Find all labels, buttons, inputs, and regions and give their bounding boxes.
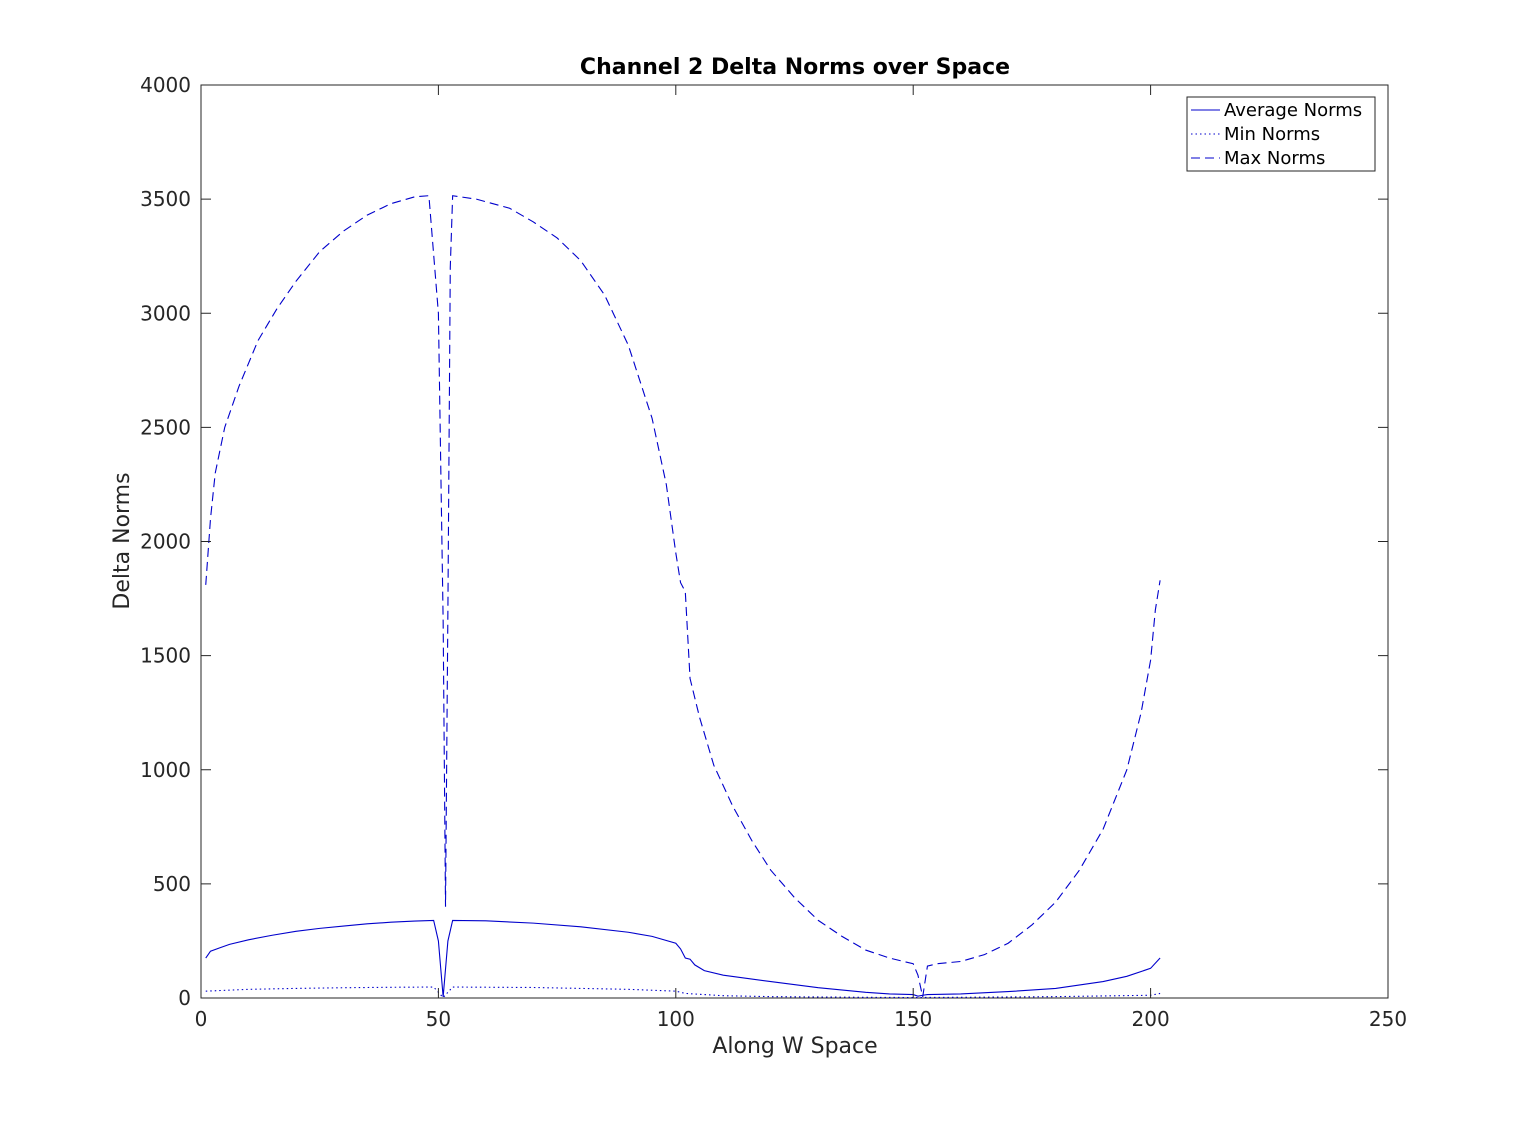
legend: Average Norms Min Norms Max Norms: [1186, 96, 1376, 172]
series-line-dashed: [205, 195, 1161, 997]
y-tick-label: 2500: [140, 415, 191, 439]
x-tick-label: 200: [1132, 1007, 1170, 1031]
x-tick-label: 100: [657, 1007, 695, 1031]
y-tick-label: 500: [153, 872, 191, 896]
x-tick-label: 150: [894, 1007, 932, 1031]
y-tick-label: 1500: [140, 644, 191, 668]
x-tick-label: 0: [195, 1007, 208, 1031]
chart-title: Channel 2 Delta Norms over Space: [580, 55, 1010, 80]
series-line-solid: [205, 919, 1161, 997]
y-tick-label: 4000: [140, 73, 191, 97]
legend-label: Average Norms: [1224, 100, 1362, 121]
plot-area: [200, 84, 1389, 999]
y-tick-label: 1000: [140, 758, 191, 782]
x-tick-label: 250: [1369, 1007, 1407, 1031]
x-axis-label: Along W Space: [712, 1034, 877, 1059]
axes-box: [200, 84, 1389, 999]
y-tick-label: 0: [178, 986, 191, 1010]
y-tick-label: 3000: [140, 301, 191, 325]
y-tick-label: 2000: [140, 530, 191, 554]
ticks-layer: 0 50 100 150 200 2500500100015002000250030003…: [140, 73, 1407, 1031]
legend-label: Max Norms: [1224, 148, 1325, 169]
series-layer: [205, 195, 1161, 999]
legend-label: Min Norms: [1224, 124, 1320, 145]
series-line-dotted: [205, 986, 1161, 999]
y-axis-label: Delta Norms: [110, 472, 135, 609]
y-tick-label: 3500: [140, 187, 191, 211]
x-tick-label: 50: [426, 1007, 451, 1031]
